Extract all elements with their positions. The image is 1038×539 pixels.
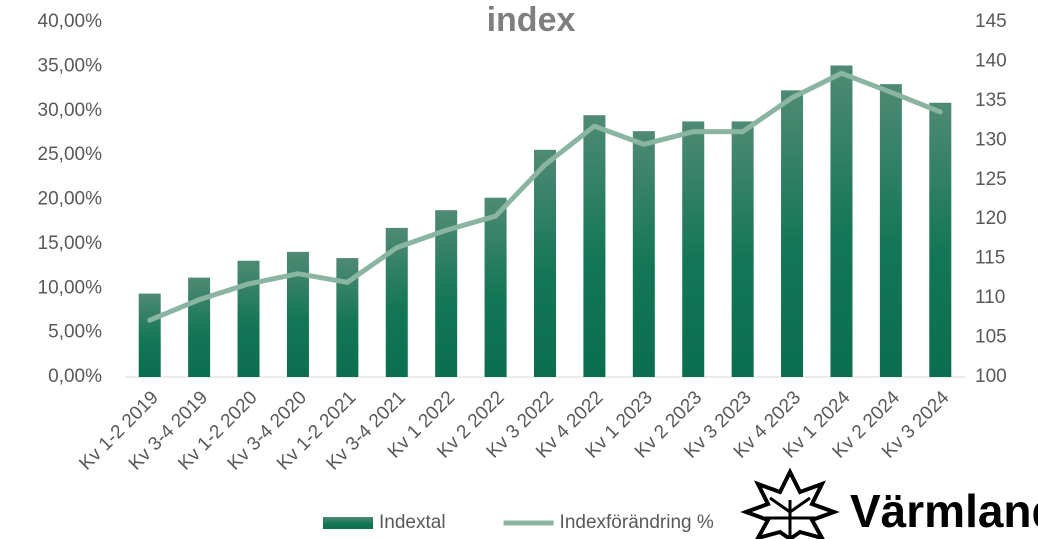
y2-tick-label: 125 (975, 169, 1007, 190)
bar (632, 131, 655, 377)
y2-tick-label: 110 (975, 287, 1005, 308)
y2-tick-label: 130 (975, 129, 1007, 150)
logo-icon-veins (764, 496, 816, 539)
y-tick-label: 20,00% (38, 189, 103, 210)
bar (830, 65, 853, 378)
y-tick-label: 5,00% (48, 322, 102, 343)
bar (484, 197, 507, 377)
y2-tick-label: 140 (975, 50, 1007, 71)
legend-label: Indextal (379, 512, 446, 533)
y2-tick-label: 105 (975, 327, 1007, 348)
y-tick-label: 40,00% (38, 11, 103, 32)
bar (188, 277, 211, 377)
y-tick-label: 25,00% (38, 144, 103, 165)
y-tick-label: 0,00% (48, 366, 102, 387)
bar (682, 121, 705, 378)
bar (385, 227, 408, 377)
bar (237, 260, 260, 377)
bar (929, 102, 952, 377)
bar (879, 84, 902, 377)
bar (336, 258, 359, 377)
bar (583, 115, 606, 377)
bar (138, 293, 161, 377)
logo-text: Värmland (850, 485, 1038, 537)
bar (781, 90, 804, 378)
y-tick-label: 30,00% (38, 100, 103, 121)
y2-tick-label: 135 (975, 90, 1007, 111)
logo: Värmland (740, 467, 1038, 539)
y2-tick-label: 100 (975, 366, 1007, 387)
bar (286, 251, 309, 377)
chart-title: index (487, 1, 576, 39)
bar (731, 121, 754, 378)
line (147, 70, 943, 323)
y2-tick-label: 120 (975, 208, 1007, 229)
logo-icon (740, 467, 840, 539)
y2-tick-label: 145 (975, 11, 1007, 32)
legend-label: Indexförändring % (560, 512, 714, 533)
bar (534, 149, 556, 377)
y-tick-label: 15,00% (38, 233, 103, 254)
bar (435, 210, 458, 377)
y2-tick-label: 115 (975, 248, 1005, 269)
legend-swatch (323, 517, 373, 529)
y-tick-label: 10,00% (38, 277, 103, 298)
y-tick-label: 35,00% (38, 55, 103, 76)
